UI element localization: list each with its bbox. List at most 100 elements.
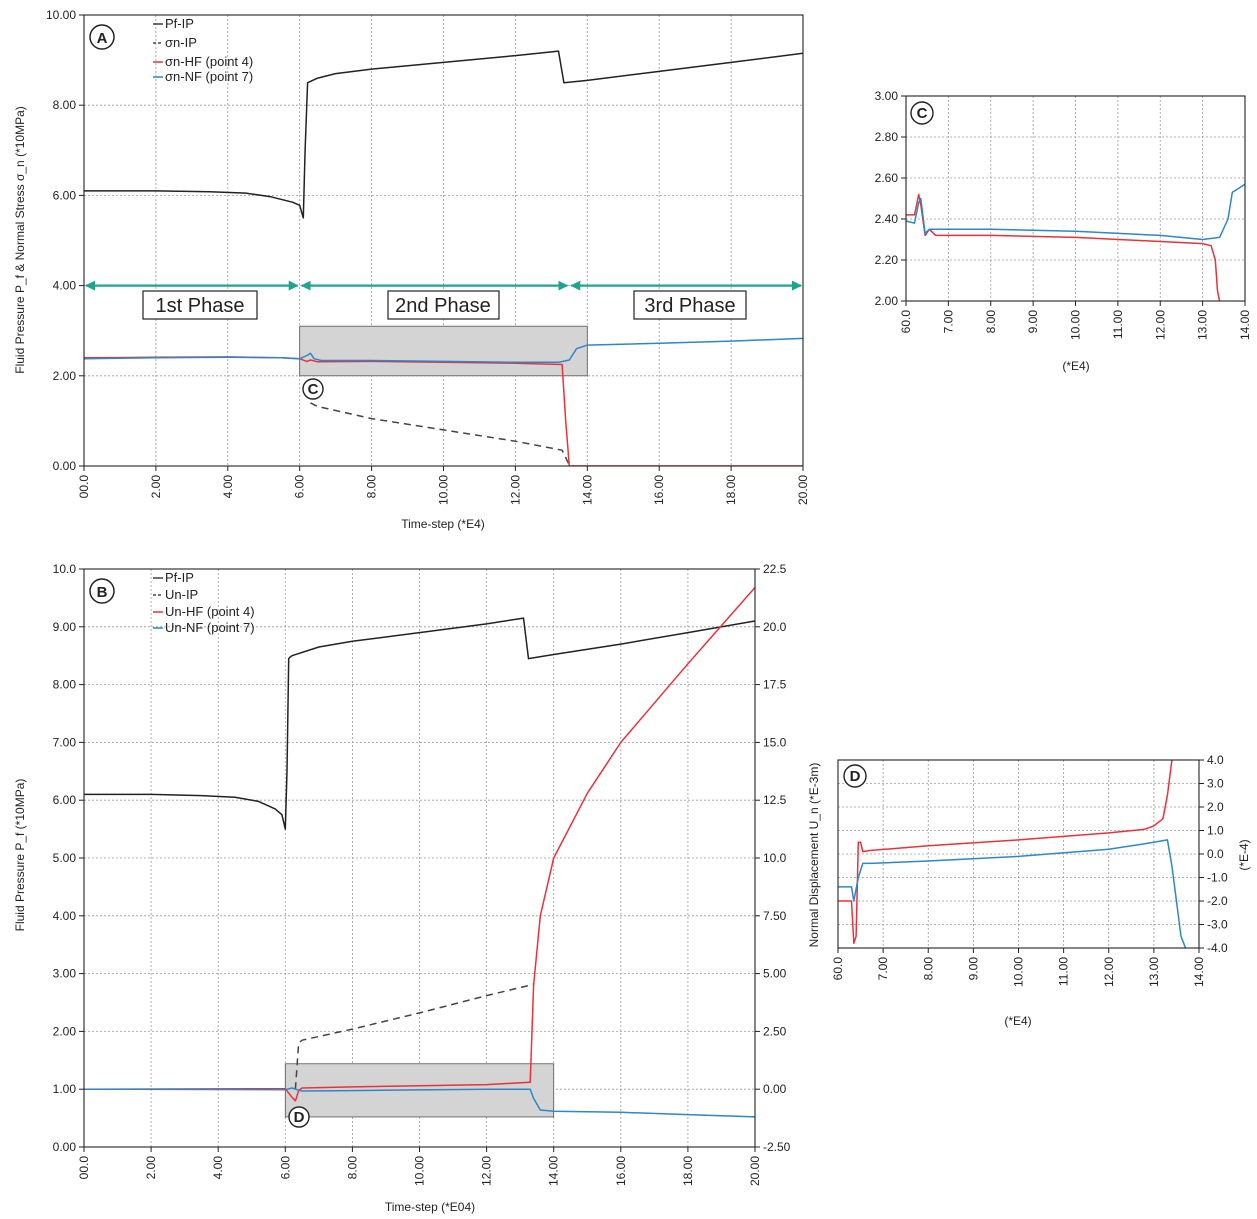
y-tick-label-right: 22.5 bbox=[763, 562, 787, 576]
panel-b-ticks: 00.0 2.00 4.00 6.00 8.00 10.00 12.00 14.00 16.00… bbox=[53, 562, 791, 1186]
series-line-pf-ip bbox=[84, 617, 755, 830]
x-tick-label: 13.00 bbox=[1196, 310, 1210, 340]
y-tick-label: 8.00 bbox=[53, 98, 77, 112]
x-tick-label: 60.0 bbox=[899, 310, 913, 334]
x-tick-label: 20.00 bbox=[796, 475, 810, 505]
x-tick-label: 10.00 bbox=[437, 475, 451, 505]
panel-a-zoom-region bbox=[299, 325, 588, 377]
y-tick-label-right: 12.5 bbox=[763, 793, 787, 807]
panel-c-xlabel: (*E4) bbox=[1062, 359, 1089, 373]
x-tick-label: 8.00 bbox=[984, 310, 998, 334]
panel-a-inset-marker-label: C bbox=[308, 381, 319, 398]
x-tick-label: 16.00 bbox=[652, 475, 666, 505]
y-tick-label-right: 5.00 bbox=[763, 967, 787, 981]
panel-a-phase-boxes bbox=[142, 290, 747, 320]
x-tick-label: 20.00 bbox=[748, 1156, 762, 1186]
y-tick-label-right: 17.5 bbox=[763, 678, 787, 692]
y-tick-label: 10.0 bbox=[53, 562, 77, 576]
panel-d-badge bbox=[843, 764, 867, 788]
legend-entry: σn-HF (point 4) bbox=[165, 54, 253, 69]
y-tick-label: 1.00 bbox=[53, 1082, 77, 1096]
y-tick-label: 0.00 bbox=[53, 1140, 77, 1154]
x-tick-label: 60.0 bbox=[831, 957, 845, 981]
x-tick-label: 10.00 bbox=[1012, 957, 1026, 987]
panel-d-ylabel-left: Normal Displacement U_n (*E-3m) bbox=[807, 763, 821, 948]
panel-c-badge-label: C bbox=[917, 105, 928, 122]
y-tick-label: 8.00 bbox=[53, 678, 77, 692]
panel-d-ticks: 60.0 7.00 8.00 9.00 10.00 11.00 12.00 13.00 14.0… bbox=[831, 753, 1228, 987]
x-tick-label: 18.00 bbox=[681, 1156, 695, 1186]
x-tick-label: 10.00 bbox=[1069, 310, 1083, 340]
y-tick-label: 3.00 bbox=[53, 967, 77, 981]
y-tick-label: 4.00 bbox=[53, 279, 77, 293]
y-tick-label-right: 7.50 bbox=[763, 909, 787, 923]
phase-box bbox=[142, 290, 258, 320]
panel-d: 60.0 7.00 8.00 9.00 10.00 11.00 12.00 13.00 14.0… bbox=[807, 753, 1251, 1028]
panel-a-xlabel: Time-step (*E4) bbox=[401, 517, 485, 531]
y-tick-label: 2.20 bbox=[875, 253, 899, 267]
x-tick-label: 13.00 bbox=[1147, 957, 1161, 987]
y-tick-label: 4.00 bbox=[53, 909, 77, 923]
y-tick-label-right: 2.0 bbox=[1207, 800, 1224, 814]
panel-d-series bbox=[838, 760, 1187, 948]
panel-b-badge-label: B bbox=[97, 584, 108, 601]
legend-entry: σn-IP bbox=[165, 35, 197, 50]
phase-3-label: 3rd Phase bbox=[644, 295, 735, 317]
panel-b-inset-marker-label: D bbox=[294, 1109, 305, 1126]
x-tick-label: 12.00 bbox=[1102, 957, 1116, 987]
y-tick-label-right: 0.00 bbox=[763, 1082, 787, 1096]
panel-b-inset-marker bbox=[288, 1106, 310, 1128]
x-tick-label: 14.00 bbox=[580, 475, 594, 505]
y-tick-label: 3.00 bbox=[875, 89, 899, 103]
y-tick-label-right: 4.0 bbox=[1207, 753, 1224, 767]
legend-entry: Pf-IP bbox=[165, 570, 194, 585]
x-tick-label: 18.00 bbox=[724, 475, 738, 505]
y-tick-label: 10.00 bbox=[46, 8, 76, 22]
y-tick-label: 2.00 bbox=[53, 369, 77, 383]
panel-a-ticks: 00.0 2.00 4.00 6.00 8.00 10.00 12.00 14.00 16.00… bbox=[46, 8, 810, 505]
panel-d-badge-label: D bbox=[850, 768, 861, 785]
series-line-un-hf-point-4 bbox=[84, 587, 755, 1102]
x-tick-label: 2.00 bbox=[149, 475, 163, 499]
y-tick-label: 6.00 bbox=[53, 188, 77, 202]
x-tick-label: 9.00 bbox=[1026, 310, 1040, 334]
x-tick-label: 12.00 bbox=[480, 1156, 494, 1186]
phase-1-label: 1st Phase bbox=[156, 295, 245, 317]
x-tick-label: 6.00 bbox=[293, 475, 307, 499]
x-tick-label: 9.00 bbox=[966, 957, 980, 981]
series-line-un-nf-point-7 bbox=[838, 839, 1187, 948]
x-tick-label: 12.00 bbox=[1153, 310, 1167, 340]
y-tick-label-right: -1.0 bbox=[1207, 871, 1228, 885]
series-line-un-ip bbox=[294, 983, 534, 1090]
panel-b-ylabel: Fluid Pressure P_f (*10MPa) bbox=[13, 779, 27, 932]
y-tick-label: 6.00 bbox=[53, 793, 77, 807]
legend-entry: Un-IP bbox=[165, 587, 198, 602]
y-tick-label: 9.00 bbox=[53, 620, 77, 634]
panel-c-frame bbox=[905, 95, 1246, 302]
panel-d-grid bbox=[838, 760, 1199, 948]
x-tick-label: 2.00 bbox=[144, 1156, 158, 1180]
x-tick-label: 16.00 bbox=[614, 1156, 628, 1186]
panel-c-ticks: 60.0 7.00 8.00 9.00 10.00 11.00 12.00 13.00 14.0… bbox=[875, 89, 1252, 340]
panel-b: 00.0 2.00 4.00 6.00 8.00 10.00 12.00 14.00 16.00… bbox=[13, 562, 791, 1214]
y-tick-label-right: 10.0 bbox=[763, 851, 787, 865]
series-line-n-hf-point-4 bbox=[906, 193, 1221, 301]
y-tick-label-right: -2.50 bbox=[763, 1140, 791, 1154]
panel-c-badge bbox=[910, 101, 934, 125]
panel-a-series bbox=[84, 50, 803, 466]
panel-c: 60.0 7.00 8.00 9.00 10.00 11.00 12.00 13.00 14.0… bbox=[875, 89, 1252, 373]
x-tick-label: 11.00 bbox=[1111, 310, 1125, 339]
panel-c-series bbox=[906, 183, 1245, 301]
panel-a-legend: Pf-IP σn-IP σn-HF (point 4) σn-NF (point… bbox=[153, 16, 253, 84]
y-tick-label-right: 2.50 bbox=[763, 1024, 787, 1038]
legend-entry: σn-NF (point 7) bbox=[165, 69, 253, 84]
x-tick-label: 14.00 bbox=[1192, 957, 1206, 987]
x-tick-label: 14.00 bbox=[547, 1156, 561, 1186]
y-tick-label: 5.00 bbox=[53, 851, 77, 865]
x-tick-label: 4.00 bbox=[211, 1156, 225, 1180]
x-tick-label: 12.00 bbox=[508, 475, 522, 505]
panel-a-ylabel: Fluid Pressure P_f & Normal Stress σ_n (… bbox=[13, 106, 27, 374]
phase-box bbox=[387, 290, 500, 320]
panel-a: 1st Phase 2nd Phase 3rd Phase 00.0 2.00 4.… bbox=[13, 8, 810, 531]
